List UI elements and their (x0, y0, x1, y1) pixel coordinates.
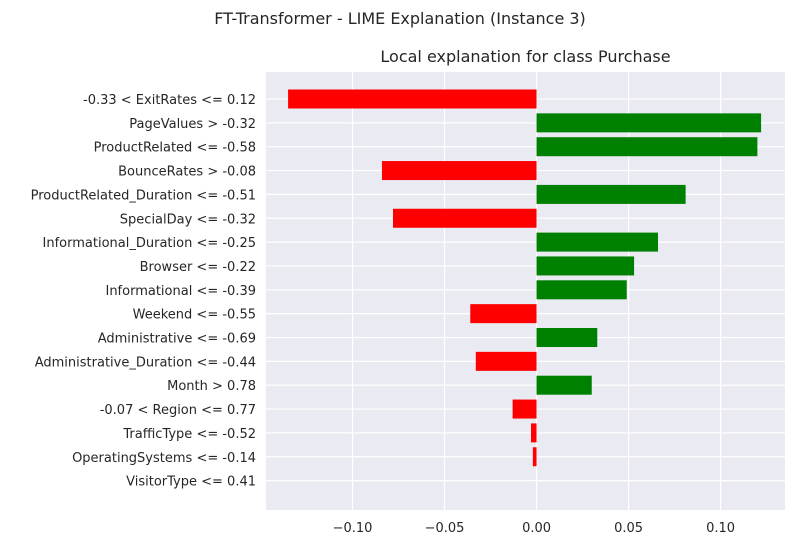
bar (536, 256, 635, 276)
x-tick-label: −0.10 (333, 521, 373, 536)
bar (536, 184, 686, 204)
y-tick-label: Month > 0.78 (167, 379, 256, 394)
y-tick-label: Informational <= -0.39 (105, 284, 256, 299)
y-tick-label: Browser <= -0.22 (140, 260, 256, 275)
bar (532, 447, 537, 467)
x-tick-label: 0.05 (614, 521, 643, 536)
y-tick-label: Informational_Duration <= -0.25 (43, 236, 256, 251)
bar (512, 399, 537, 419)
y-tick-label: BounceRates > -0.08 (118, 165, 256, 180)
x-tick-label: 0.10 (706, 521, 735, 536)
bar (536, 280, 627, 300)
y-tick-label: OperatingSystems <= -0.14 (72, 451, 256, 466)
bar (288, 89, 537, 109)
x-tick-labels: −0.10 −0.05 0.00 0.05 0.10 (333, 521, 735, 536)
bar (536, 328, 598, 347)
figure-title: FT-Transformer - LIME Explanation (Insta… (214, 9, 586, 28)
bar (536, 375, 592, 395)
x-tick-label: −0.05 (425, 521, 465, 536)
bar (381, 161, 537, 181)
bar (475, 351, 537, 371)
y-tick-label: Weekend <= -0.55 (133, 308, 256, 323)
bar (536, 113, 762, 133)
bar (536, 232, 659, 252)
y-tick-label: Administrative <= -0.69 (98, 332, 256, 347)
y-tick-label: Administrative_Duration <= -0.44 (35, 355, 256, 370)
x-tick-label: 0.00 (522, 521, 551, 536)
y-tick-label: -0.33 < ExitRates <= 0.12 (83, 93, 256, 108)
y-tick-label: ProductRelated_Duration <= -0.51 (31, 188, 256, 203)
y-tick-label: TrafficType <= -0.52 (122, 427, 256, 442)
bar (531, 423, 537, 443)
bars (288, 89, 762, 467)
y-tick-label: SpecialDay <= -0.32 (120, 212, 256, 227)
y-tick-label: PageValues > -0.32 (129, 117, 256, 132)
y-tick-label: VisitorType <= 0.41 (126, 475, 256, 490)
chart-title: Local explanation for class Purchase (380, 47, 670, 66)
bar (470, 304, 537, 324)
bar (392, 208, 537, 228)
y-tick-labels: -0.33 < ExitRates <= 0.12 PageValues > -0… (31, 93, 256, 490)
y-tick-label: -0.07 < Region <= 0.77 (100, 403, 256, 418)
y-tick-label: ProductRelated <= -0.58 (94, 141, 256, 156)
bar (536, 137, 758, 157)
